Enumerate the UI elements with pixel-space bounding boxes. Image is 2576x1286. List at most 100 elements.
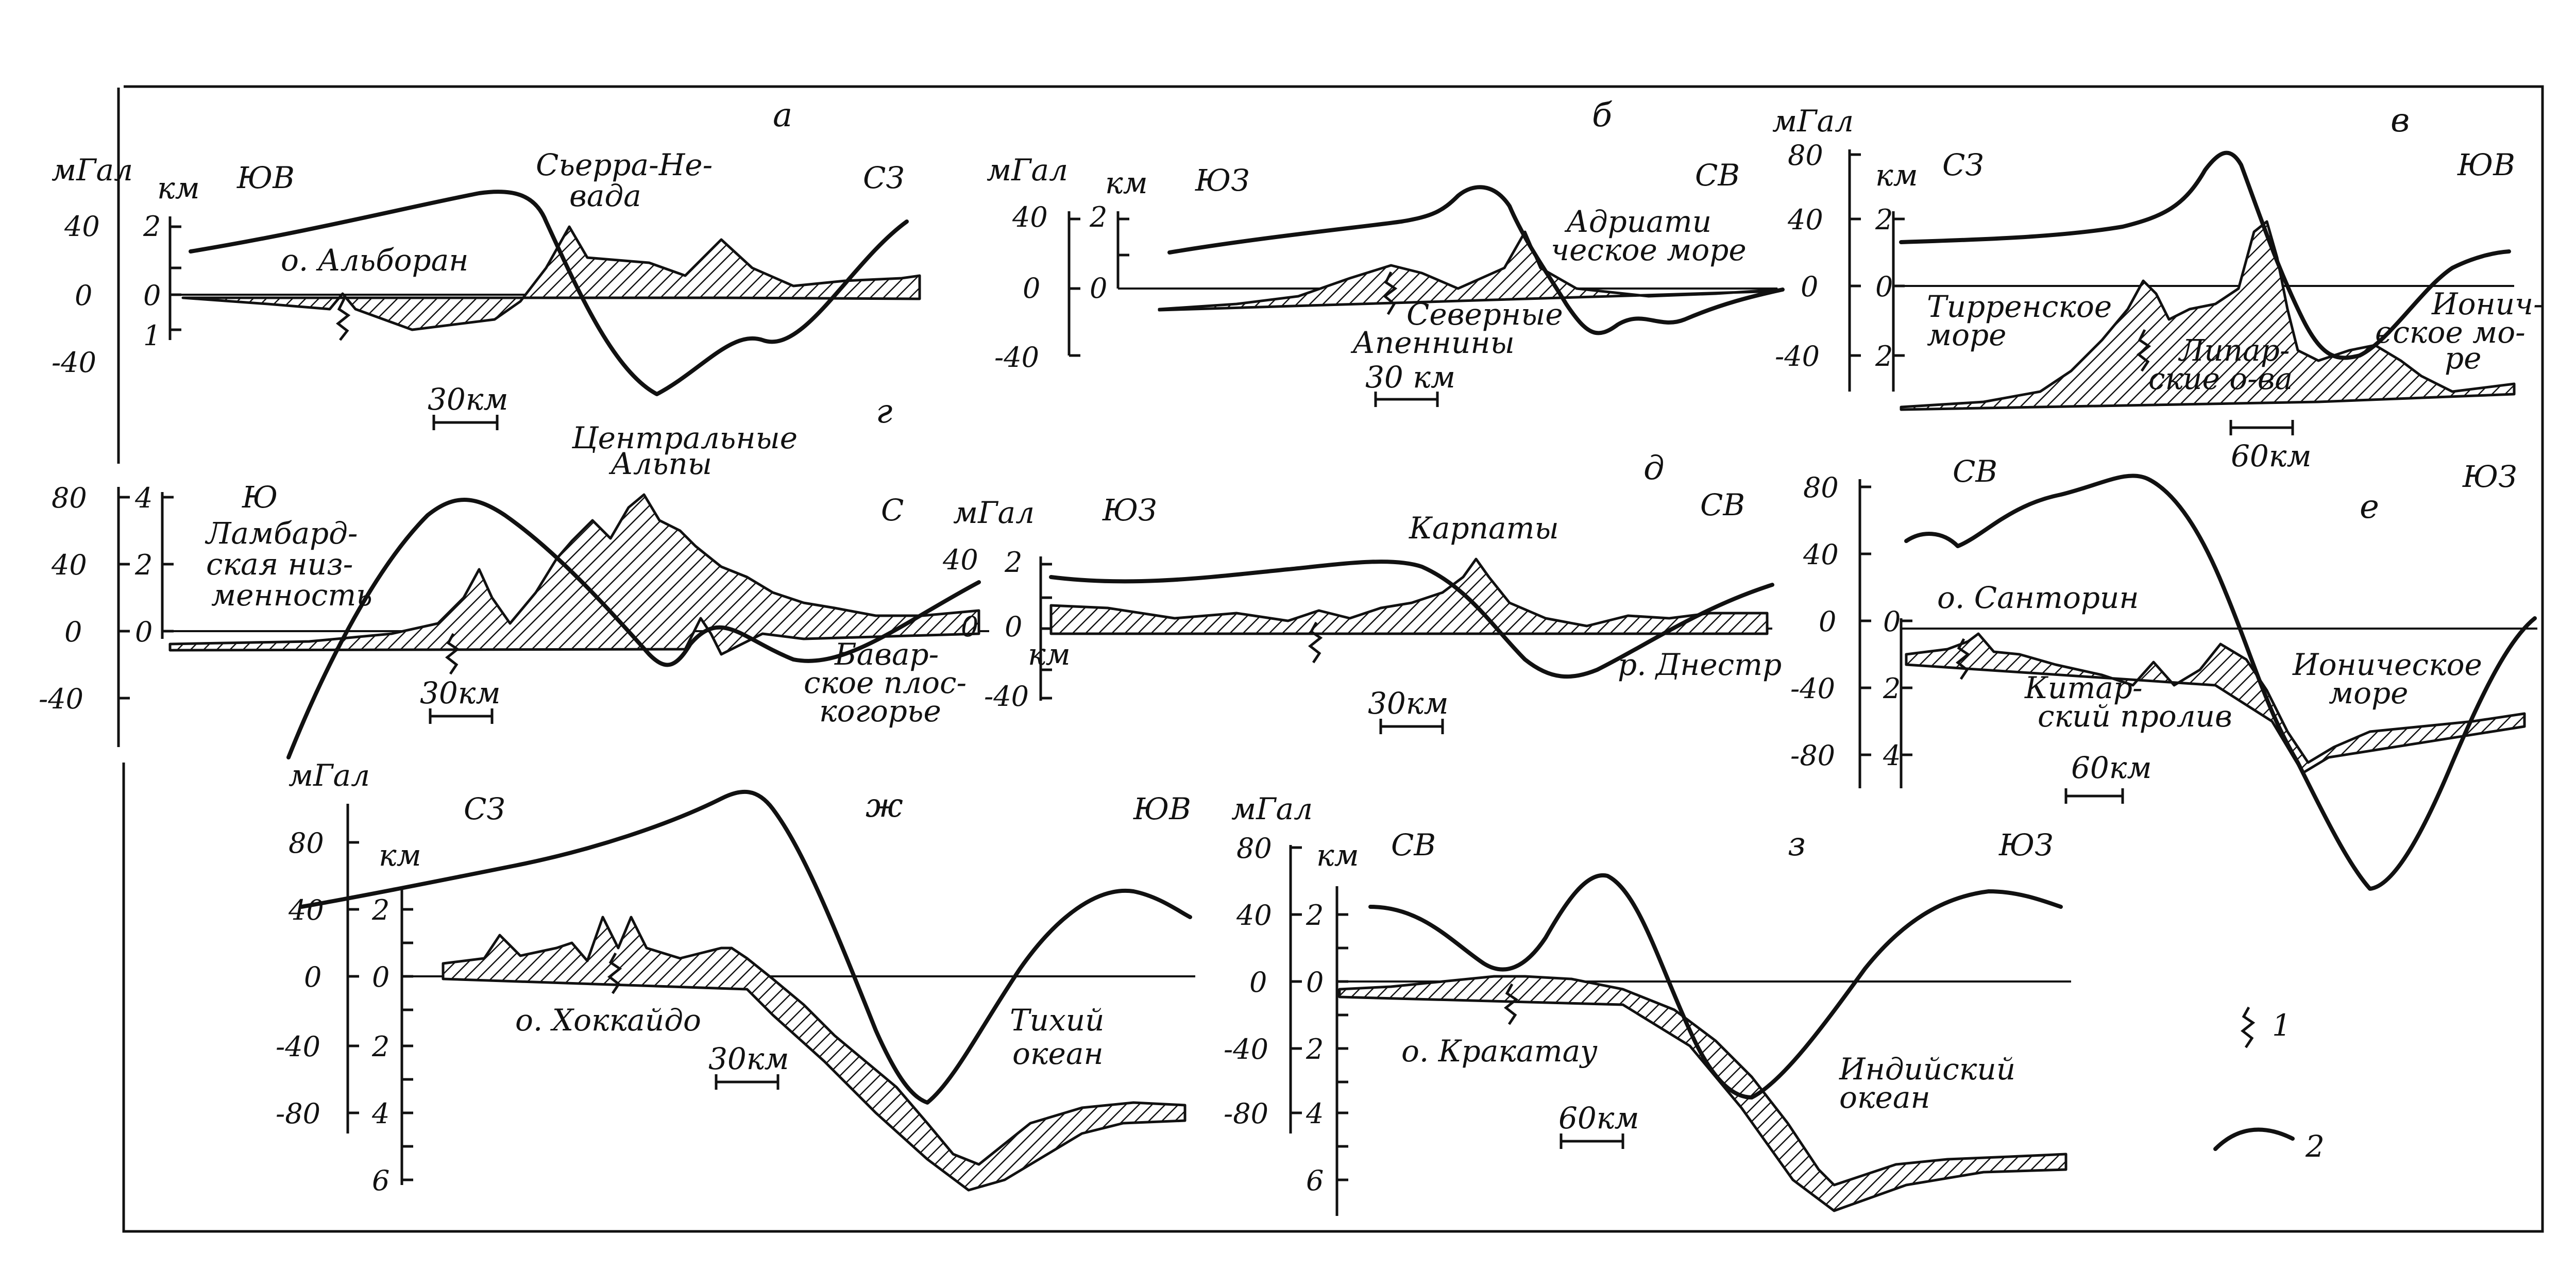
panel-z-mgal-tick: -80 bbox=[1224, 1097, 1268, 1130]
panel-zh-mgal-tick: 0 bbox=[304, 961, 321, 993]
panel-e-km-tick: 4 bbox=[1883, 739, 1901, 772]
panel-d-km-unit: км bbox=[1028, 637, 1071, 672]
panel-e-strait-label: Китар- bbox=[2024, 670, 2143, 705]
panel-b-gravity-curve bbox=[1167, 185, 1785, 335]
panel-z-mgal-tick: 80 bbox=[1236, 832, 1272, 865]
panel-zh-letter: ж bbox=[866, 787, 903, 825]
panel-a-gravity-curve bbox=[189, 190, 909, 396]
panel-a-relief bbox=[181, 225, 921, 331]
panel-e-km-tick: 0 bbox=[1883, 605, 1901, 638]
panel-e-mgal-tick: 0 bbox=[1819, 605, 1836, 638]
panel-v-km-tick: 2 bbox=[1875, 204, 1893, 236]
panel-z-island-label: о. Кракатау bbox=[1401, 1034, 1598, 1069]
panel-v-km-axis bbox=[1892, 211, 1905, 392]
panel-b-mgal-tick: 40 bbox=[1012, 201, 1048, 233]
panel-g-mgal-tick: 80 bbox=[52, 482, 87, 514]
panel-e-relief bbox=[1905, 632, 2526, 774]
panel-g-title-label: Альпы bbox=[608, 446, 712, 481]
panel-z-letter: з bbox=[1788, 825, 1806, 864]
panel-v-km-tick: 2 bbox=[1875, 340, 1893, 373]
panel-g-plateau-label: ское плос- bbox=[804, 665, 967, 700]
panel-zh-mgal-tick: 40 bbox=[288, 894, 324, 926]
panel-b-sea-label: ческое море bbox=[1551, 232, 1747, 267]
figure-frame bbox=[117, 85, 2544, 1233]
panel-v-sea2-label: Ионич- bbox=[2431, 286, 2544, 321]
panel-a-island-label: о. Альборан bbox=[281, 243, 468, 278]
panel-g: г 80 40 0 -40 4 2 0 Ю С Центральные Альп… bbox=[39, 393, 989, 759]
panel-g-lowland-label: менность bbox=[211, 578, 372, 613]
legend-gravity-line-icon bbox=[2213, 1127, 2295, 1151]
panel-z-relief bbox=[1338, 975, 2067, 1212]
legend-volcano-icon bbox=[2240, 1006, 2256, 1048]
panel-v-sea1-label: море bbox=[1927, 317, 2006, 352]
panel-g-mgal-tick: 40 bbox=[51, 549, 87, 581]
panel-g-km-tick: 0 bbox=[135, 616, 152, 648]
panel-zh-volcano-icon bbox=[607, 952, 622, 994]
panel-z-ocean-label: Индийский bbox=[1839, 1052, 2015, 1087]
panel-e-strait-label: ский пролив bbox=[2038, 699, 2232, 734]
panel-zh-island-label: о. Хоккайдо bbox=[515, 1003, 701, 1038]
panel-z-km-tick: 6 bbox=[1306, 1164, 1324, 1197]
panel-d-river-label: р. Днестр bbox=[1618, 647, 1782, 682]
panel-a-letter: а bbox=[773, 96, 792, 134]
panel-zh-scale-bar bbox=[715, 1074, 779, 1090]
panel-g-scale-bar bbox=[429, 708, 494, 724]
panel-e-mgal-tick: 80 bbox=[1803, 471, 1839, 504]
panel-b-mgal-axis bbox=[1067, 211, 1080, 357]
panel-b-scale-label: 30 км bbox=[1365, 360, 1455, 395]
panel-d-right-dir: СВ bbox=[1700, 487, 1745, 522]
panel-z-km-tick: 0 bbox=[1306, 966, 1324, 999]
panel-v-mgal-unit: мГал bbox=[1772, 104, 1854, 139]
panel-zh-left-dir: СЗ bbox=[464, 791, 505, 826]
panel-v: в мГал км СЗ ЮВ 80 40 0 -40 2 0 2 Тиррен… bbox=[1772, 101, 2544, 473]
panel-a-mgal-tick: -40 bbox=[52, 346, 96, 379]
panel-b-volcano-icon bbox=[1382, 271, 1398, 315]
panel-zh-gravity-curve bbox=[299, 789, 1192, 1105]
panel-g-scale-label: 30км bbox=[420, 675, 501, 710]
panel-a-km-axis bbox=[168, 216, 181, 340]
panel-a-range-label: вада bbox=[569, 178, 641, 213]
panel-g-letter: г bbox=[876, 393, 892, 431]
panel-zh-ocean-label: Тихий bbox=[1010, 1003, 1104, 1038]
panel-g-lowland-label: ская низ- bbox=[206, 547, 353, 582]
panel-e-km-tick: 2 bbox=[1883, 672, 1901, 705]
panel-a: а мГал км ЮВ СЗ 40 0 -40 2 0 1 Сьерра-Не… bbox=[52, 96, 921, 430]
panel-d-gravity-curve bbox=[1049, 560, 1774, 679]
legend-item-1-label: 1 bbox=[2272, 1008, 2291, 1043]
panel-v-scale-bar bbox=[2229, 420, 2294, 435]
panel-a-range-label: Сьерра-Не- bbox=[536, 147, 713, 182]
panel-e-sea-label: Ионическое bbox=[2292, 647, 2482, 682]
panel-g-mgal-axis bbox=[117, 487, 130, 747]
panel-d-mgal-unit: мГал bbox=[953, 495, 1035, 530]
panel-zh-km-tick: 4 bbox=[371, 1097, 389, 1130]
panel-g-mgal-tick: -40 bbox=[39, 683, 83, 715]
panel-v-letter: в bbox=[2391, 101, 2410, 140]
panel-d-km-tick: 2 bbox=[1004, 546, 1022, 579]
panel-z: з мГал км СВ ЮЗ 80 40 0 -40 -80 2 0 2 4 … bbox=[1224, 791, 2071, 1216]
panel-e-mgal-tick: -80 bbox=[1790, 739, 1835, 772]
panel-b: б мГал км ЮЗ СВ 40 0 -40 2 0 Адриати чес… bbox=[987, 96, 1785, 407]
panel-z-mgal-tick: -40 bbox=[1224, 1033, 1268, 1065]
panel-b-right-dir: СВ bbox=[1695, 158, 1740, 193]
panel-e-scale-bar bbox=[2064, 788, 2124, 804]
panel-v-sea1-label: Тирренское bbox=[1927, 289, 2112, 324]
panel-e-volcano-icon bbox=[1955, 638, 1971, 680]
panel-e-sea-label: море bbox=[2329, 675, 2408, 710]
panel-z-km-tick: 4 bbox=[1306, 1097, 1324, 1130]
panel-d-left-dir: ЮЗ bbox=[1102, 493, 1157, 528]
panel-z-ocean-label: океан bbox=[1839, 1080, 1930, 1115]
panel-v-mgal-tick: 40 bbox=[1787, 204, 1823, 236]
panel-a-km-tick: 2 bbox=[143, 210, 161, 243]
panel-d-volcano-icon bbox=[1308, 621, 1323, 664]
panel-d-scale-label: 30км bbox=[1368, 686, 1449, 721]
panel-g-right-dir: С bbox=[881, 493, 904, 528]
panel-zh-mgal-axis bbox=[346, 804, 359, 1133]
panel-z-km-tick: 2 bbox=[1306, 899, 1324, 932]
panel-a-km-tick: 1 bbox=[143, 319, 161, 352]
panel-e-left-dir: СВ bbox=[1953, 454, 1997, 489]
panel-d-mtn-label: Карпаты bbox=[1409, 511, 1559, 546]
panel-e-km-axis bbox=[1900, 618, 1912, 788]
panel-zh-mgal-tick: -40 bbox=[276, 1030, 320, 1063]
panel-b-scale-bar bbox=[1374, 392, 1439, 407]
